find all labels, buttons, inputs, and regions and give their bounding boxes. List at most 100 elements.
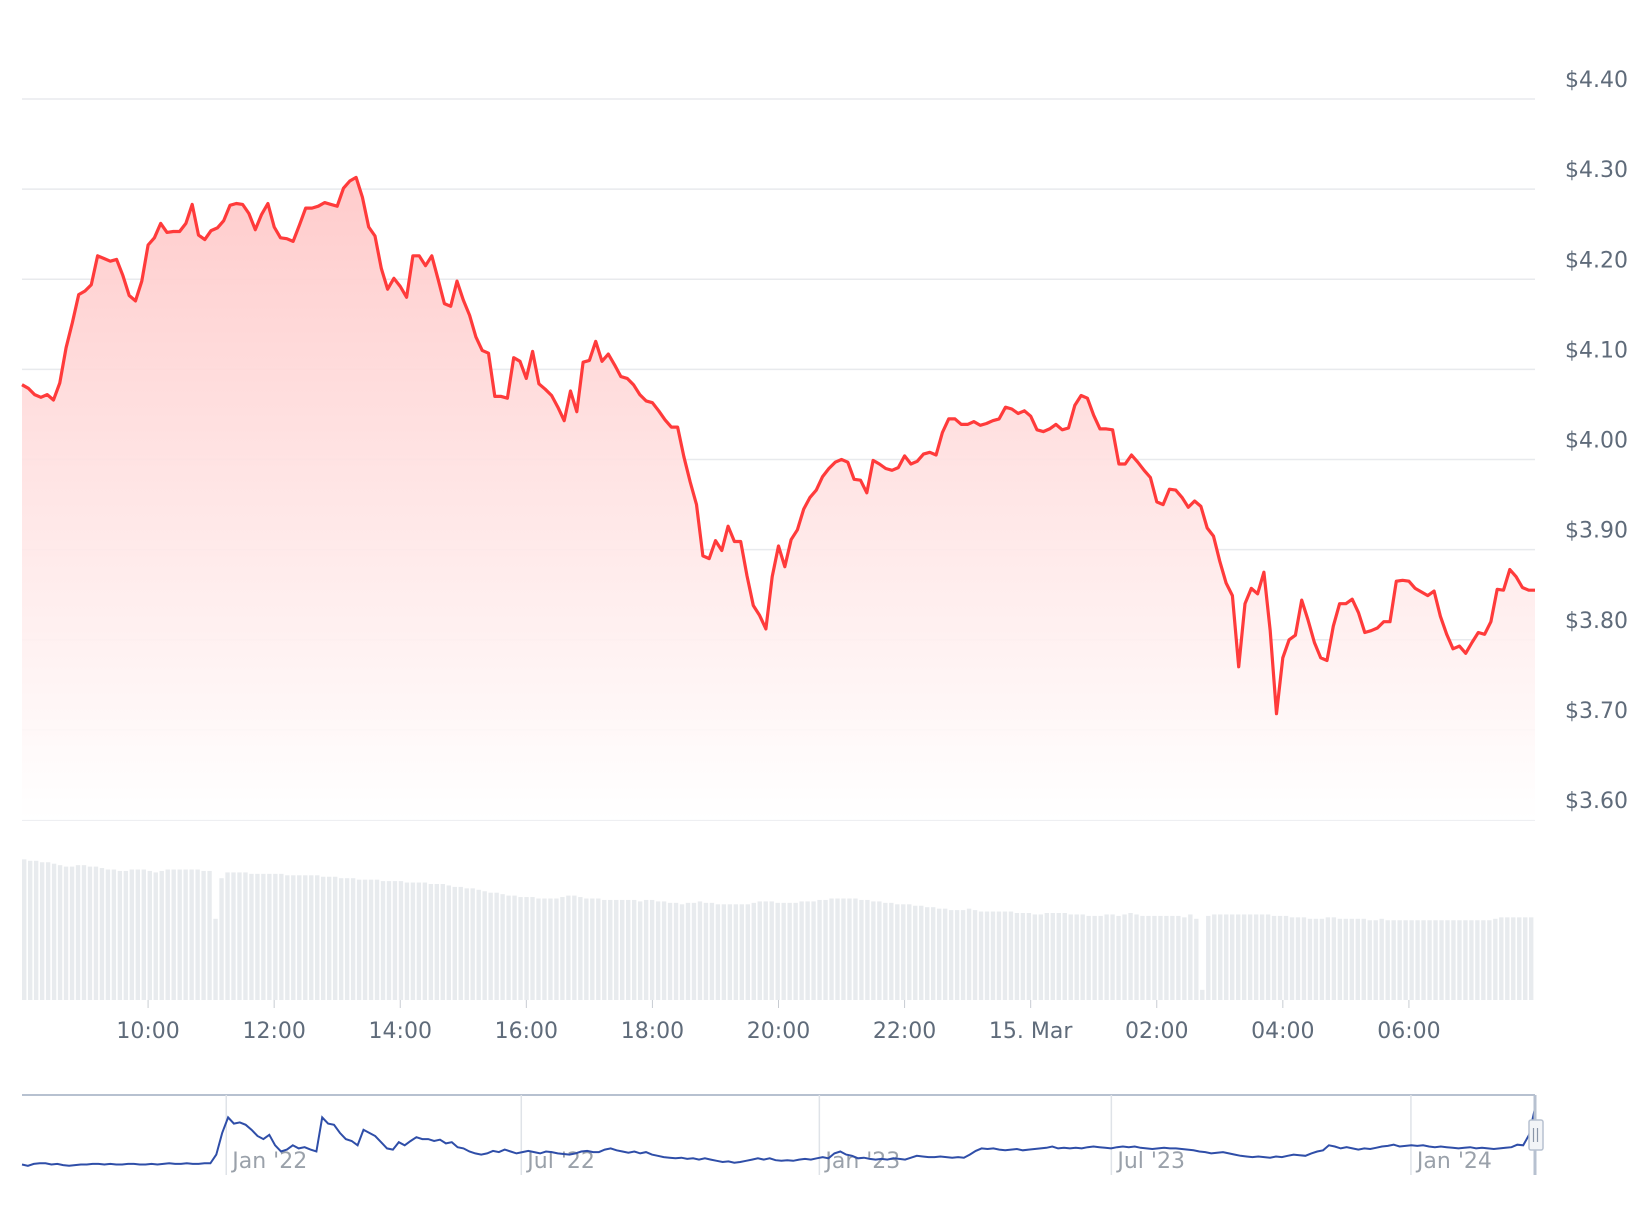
volume-bar: [153, 872, 158, 1000]
volume-bar: [936, 908, 942, 1000]
volume-bar: [1313, 918, 1319, 1000]
volume-bar: [643, 899, 649, 1000]
volume-bar: [1176, 915, 1181, 1000]
volume-bar: [1068, 914, 1073, 1000]
volume-bar: [954, 910, 960, 1000]
volume-bar: [673, 902, 679, 1000]
volume-bar: [1277, 915, 1283, 1000]
volume-bar: [1361, 918, 1366, 1000]
y-tick-label: $4.30: [1565, 158, 1628, 183]
volume-bar: [1182, 917, 1187, 1000]
volume-bar: [1014, 913, 1020, 1000]
volume-bar: [877, 901, 882, 1000]
volume-bar: [1355, 918, 1360, 1000]
volume-bar: [799, 901, 804, 1000]
volume-bar: [69, 866, 75, 1000]
volume-bar: [1505, 917, 1510, 1000]
volume-bar: [440, 884, 445, 1000]
volume-bar: [709, 902, 715, 1000]
volume-bar: [560, 897, 565, 1000]
volume-bar: [1433, 920, 1438, 1000]
volume-bar: [446, 885, 451, 1000]
navigator-tick-label: Jan '24: [1415, 1149, 1492, 1174]
volume-bar: [1301, 917, 1307, 1000]
volume-bar: [925, 907, 930, 1000]
volume-bar: [81, 865, 87, 1000]
volume-bar: [1200, 989, 1205, 1000]
volume-bar: [356, 879, 362, 1000]
volume-bar: [1241, 914, 1247, 1000]
volume-bar: [189, 869, 194, 1000]
volume-bar: [667, 902, 673, 1000]
volume-bar: [1253, 914, 1259, 1000]
volume-bar: [57, 865, 63, 1000]
volume-bar: [1493, 918, 1498, 1000]
volume-bar: [1385, 920, 1390, 1000]
volume-bar: [1325, 917, 1331, 1000]
volume-bar: [315, 875, 320, 1000]
volume-bar: [1116, 915, 1121, 1000]
volume-bar: [141, 869, 146, 1000]
range-navigator[interactable]: Jan '22 Jul '22 Jan '23 Jul '23 Jan '24: [21, 1094, 1544, 1175]
volume-bar: [1463, 920, 1468, 1000]
volume-bar: [117, 870, 123, 1000]
volume-bar: [757, 901, 762, 1000]
volume-bar: [1337, 918, 1343, 1000]
volume-bar: [620, 899, 625, 1000]
volume-bar: [608, 899, 613, 1000]
volume-bar: [171, 869, 176, 1000]
volume-bar: [434, 884, 440, 1000]
volume-bar: [1224, 914, 1229, 1000]
x-tick-label: 20:00: [747, 1019, 810, 1044]
volume-bar: [1379, 918, 1384, 1000]
x-tick-label: 16:00: [495, 1019, 558, 1044]
volume-bar: [805, 901, 810, 1000]
navigator-handle[interactable]: [1528, 1119, 1544, 1151]
volume-bar: [398, 881, 404, 1000]
volume-bar: [727, 904, 733, 1000]
volume-bar: [512, 895, 517, 1000]
volume-bar: [1134, 914, 1139, 1000]
volume-bar: [1164, 915, 1169, 1000]
volume-bar: [661, 901, 667, 1000]
volume-bar: [1044, 913, 1050, 1000]
volume-bar: [1206, 915, 1211, 1000]
volume-bar: [279, 873, 284, 1000]
volume-bar: [721, 904, 727, 1000]
volume-bar: [237, 872, 242, 1000]
volume-bar: [972, 910, 978, 1000]
y-axis-labels: $3.60 $3.70 $3.80 $3.90 $4.00 $4.10 $4.20 $4.30…: [1565, 68, 1628, 814]
volume-bar: [984, 911, 990, 1000]
volume-bar: [386, 881, 392, 1000]
volume-bar: [87, 866, 93, 1000]
volume-bar: [548, 898, 553, 1000]
volume-bar: [410, 882, 416, 1000]
volume-bar: [1074, 914, 1079, 1000]
volume-bar: [297, 875, 302, 1000]
volume-bar: [966, 908, 972, 1000]
volume-bar: [584, 898, 589, 1000]
volume-bar: [913, 905, 918, 1000]
volume-bar: [350, 878, 356, 1000]
volume-bar: [488, 892, 493, 1000]
volume-bar: [1032, 914, 1038, 1000]
x-tick-label: 15. Mar: [989, 1019, 1073, 1044]
volume-bar: [751, 902, 756, 1000]
volume-bar: [1331, 917, 1337, 1000]
y-tick-label: $3.60: [1565, 789, 1628, 814]
volume-bar: [392, 881, 398, 1000]
volume-bar: [578, 897, 583, 1000]
volume-bar: [1152, 915, 1157, 1000]
volume-bar: [428, 884, 434, 1000]
volume-bar: [1451, 920, 1456, 1000]
volume-bar: [1367, 920, 1372, 1000]
volume-bar: [685, 902, 691, 1000]
x-tick-label: 04:00: [1251, 1019, 1314, 1044]
volume-bar: [572, 895, 577, 1000]
volume-bar: [1170, 915, 1175, 1000]
volume-bar: [942, 908, 948, 1000]
volume-bar: [111, 869, 117, 1000]
volume-bar: [536, 898, 541, 1000]
volume-bar: [655, 901, 661, 1000]
volume-bar: [1110, 914, 1115, 1000]
